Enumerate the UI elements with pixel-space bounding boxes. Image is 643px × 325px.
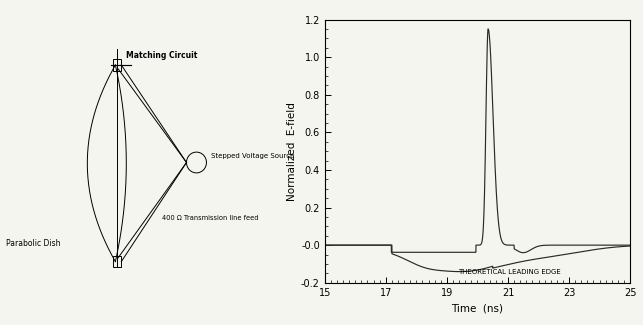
Text: THEORETICAL LEADING EDGE: THEORETICAL LEADING EDGE bbox=[458, 269, 560, 275]
X-axis label: Time  (ns): Time (ns) bbox=[451, 303, 503, 313]
Text: Matching Circuit: Matching Circuit bbox=[126, 51, 197, 60]
Text: Parabolic Dish: Parabolic Dish bbox=[6, 239, 60, 248]
Text: 400 Ω Transmission line feed: 400 Ω Transmission line feed bbox=[162, 215, 258, 221]
Bar bbox=[113, 59, 122, 71]
Bar bbox=[113, 256, 122, 267]
Text: Stepped Voltage Source: Stepped Voltage Source bbox=[211, 153, 294, 159]
Y-axis label: Normalized  E-field: Normalized E-field bbox=[287, 102, 297, 201]
